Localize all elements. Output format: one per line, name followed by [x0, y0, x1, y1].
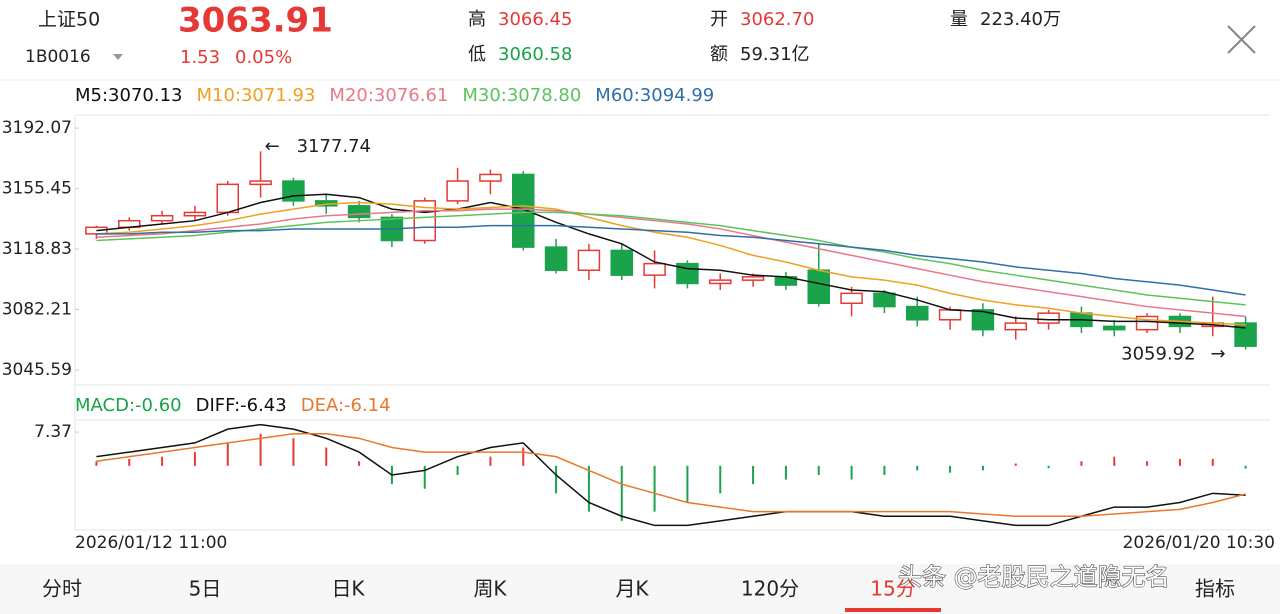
macd-legend: DIFF:-6.43	[196, 395, 287, 416]
tab[interactable]: 日K	[331, 577, 365, 601]
y-tick-label: 3155.45	[2, 179, 72, 199]
y-tick-label: 7.37	[34, 422, 72, 442]
y-tick-label: 3192.07	[2, 118, 72, 138]
candle-body	[479, 173, 502, 182]
volume-label: 量	[950, 9, 968, 30]
tab[interactable]: 月K	[615, 577, 649, 601]
high-annotation: 3177.74	[297, 136, 371, 157]
candle-body	[938, 309, 962, 321]
high: 3066.45	[498, 9, 572, 30]
amount: 59.31亿	[740, 44, 810, 65]
stock-code[interactable]: 1B0016	[25, 47, 91, 67]
tab[interactable]: 15分	[870, 577, 915, 601]
ma-line	[96, 201, 1246, 326]
candle-body	[577, 249, 601, 271]
y-tick-label: 3118.83	[2, 239, 72, 259]
price: 3063.91	[178, 1, 333, 41]
x-start-label: 2026/01/12 11:00	[75, 533, 227, 553]
candle-body	[544, 246, 568, 271]
ma-line	[96, 208, 1246, 318]
macd-legend: MACD:-0.60	[75, 395, 182, 416]
tab-bar	[0, 564, 1280, 614]
y-tick-label: 3082.21	[2, 300, 72, 320]
candle-body	[610, 249, 634, 276]
tab[interactable]: 分时	[42, 577, 82, 601]
macd-legend: DEA:-6.14	[301, 395, 391, 416]
candle-body	[840, 292, 863, 305]
candle-body	[1234, 322, 1257, 347]
candle-body	[511, 173, 535, 248]
low: 3060.58	[498, 44, 572, 65]
arrow: →	[1210, 343, 1225, 364]
candle-body	[216, 183, 240, 214]
dea-line	[96, 433, 1246, 517]
low-label: 低	[468, 44, 486, 65]
candle-body	[741, 276, 765, 281]
arrow: ←	[265, 136, 280, 157]
tab[interactable]: 120分	[741, 577, 799, 601]
tab[interactable]: 周K	[473, 577, 507, 601]
legend-entry: M20:3076.61	[329, 85, 448, 106]
legend-entry: M5:3070.13	[75, 85, 182, 106]
open-label: 开	[710, 9, 728, 30]
change-pct: 0.05%	[235, 47, 292, 68]
change: 1.53	[180, 47, 220, 68]
tab[interactable]: 5日	[189, 577, 222, 601]
close-button[interactable]	[1227, 25, 1256, 54]
x-end-label: 2026/01/20 10:30	[1123, 533, 1275, 553]
candle-body	[249, 180, 272, 186]
high-label: 高	[468, 9, 486, 30]
candle-body	[807, 269, 831, 305]
y-tick-label: 3045.59	[2, 360, 72, 380]
tab[interactable]: 指标	[1195, 577, 1235, 601]
candle-body	[1004, 322, 1028, 331]
ma-line	[96, 211, 1246, 306]
candle-body	[1037, 312, 1060, 324]
ma-line	[96, 224, 1246, 296]
dropdown-icon[interactable]	[113, 54, 123, 60]
candle-body	[183, 211, 207, 217]
open: 3062.70	[740, 9, 814, 30]
ma-line	[96, 193, 1246, 329]
candle-body	[150, 214, 174, 222]
tab-underline	[845, 608, 941, 612]
legend-entry: M10:3071.93	[196, 85, 315, 106]
candle-body	[905, 305, 929, 321]
amount-label: 额	[710, 44, 728, 65]
candle-body	[708, 279, 732, 285]
candle-body	[971, 309, 995, 331]
stock-name: 上证50	[38, 9, 100, 31]
watermark: 头条 @老股民之道隐无名	[898, 563, 1170, 591]
candle-body	[347, 205, 371, 219]
legend-entry: M60:3094.99	[595, 85, 714, 106]
candle-body	[446, 180, 469, 202]
candle-body	[643, 262, 666, 276]
low-annotation: 3059.92	[1121, 343, 1195, 364]
candle-body	[873, 292, 896, 308]
legend-entry: M30:3078.80	[462, 85, 581, 106]
volume: 223.40万	[980, 9, 1061, 30]
diff-line	[96, 423, 1246, 527]
candle-body	[1102, 325, 1126, 331]
